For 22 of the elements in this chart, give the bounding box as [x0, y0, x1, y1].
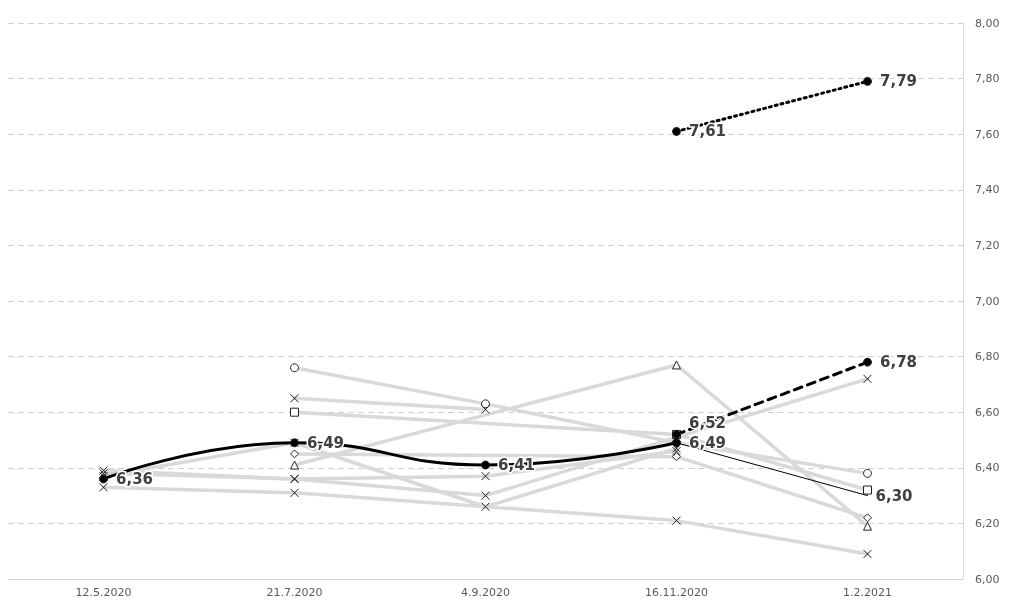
- data-label: 6,49: [689, 433, 727, 452]
- x-tick-label: 12.5.2020: [75, 586, 132, 599]
- data-label: 6,36: [116, 469, 154, 488]
- x-tick-label: 4.9.2020: [461, 586, 510, 599]
- y-tick-label: 6,40: [975, 461, 1000, 475]
- y-tick-label: 7,00: [975, 294, 1000, 308]
- y-tick-label: 6,20: [975, 516, 1000, 530]
- data-label: 6,30: [875, 486, 913, 505]
- y-tick-label: 6,00: [975, 572, 1000, 586]
- y-tick-label: 7,80: [975, 72, 1000, 86]
- y-tick-label: 7,20: [975, 238, 1000, 252]
- x-tick-label: 1.2.2021: [843, 586, 892, 599]
- y-tick-label: 6,80: [975, 350, 1000, 364]
- data-label: 6,78: [880, 353, 918, 372]
- y-tick-label: 7,40: [975, 183, 1000, 197]
- y-tick-label: 7,60: [975, 127, 1000, 141]
- y-tick-label: 6,60: [975, 405, 1000, 419]
- y-tick-label: 8,00: [975, 16, 1000, 30]
- data-label: 7,79: [880, 72, 918, 91]
- x-tick-label: 21.7.2020: [266, 586, 323, 599]
- x-tick-label: 16.11.2020: [645, 586, 708, 599]
- data-label: 7,61: [689, 122, 727, 141]
